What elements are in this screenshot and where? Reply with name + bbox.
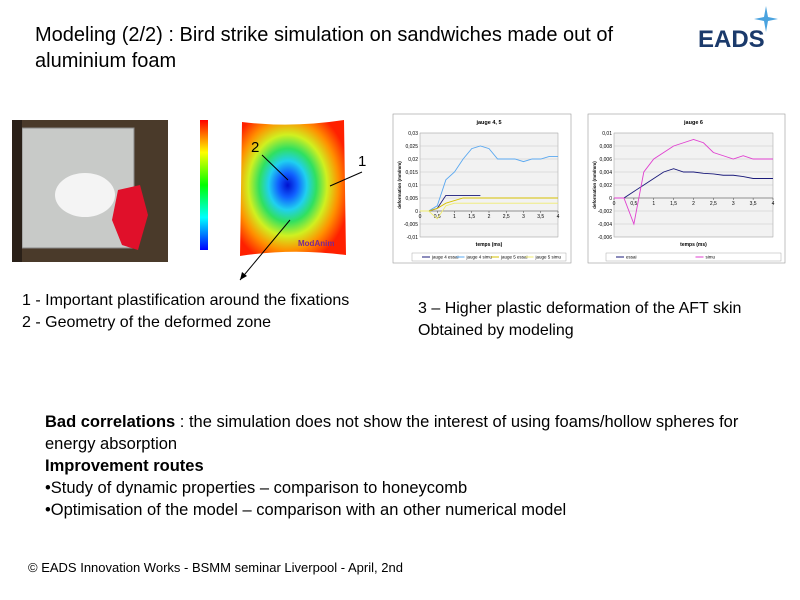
logo-star	[754, 6, 778, 32]
y-tick-label: 0,015	[405, 170, 418, 176]
x-tick-label: 2,5	[710, 201, 717, 207]
bird-debris	[112, 185, 148, 250]
x-tick-label: 1	[652, 201, 655, 207]
x-tick-label: 1,5	[670, 201, 677, 207]
arrowhead	[240, 272, 247, 280]
x-tick-label: 3,5	[750, 201, 757, 207]
watermark: ModAnim	[298, 239, 334, 248]
x-tick-label: 0	[419, 214, 422, 220]
series-line	[614, 139, 773, 226]
x-tick-label: 0	[613, 201, 616, 207]
legend	[411, 252, 567, 262]
note: 2 - Geometry of the deformed zone	[22, 314, 272, 331]
arrow	[239, 219, 291, 281]
x-tick-label: 0,5	[630, 201, 637, 207]
series-line	[420, 197, 558, 212]
chart: jauge 6-0,006-0,004-0,00200,0020,0040,00…	[587, 113, 786, 264]
x-axis-label: temps (ms)	[680, 242, 707, 248]
y-tick-label: 0,03	[408, 131, 418, 137]
y-tick-label: -0,002	[598, 209, 612, 215]
legend-label: jauge 4 essai	[431, 255, 459, 260]
legend-label: simu	[706, 255, 716, 260]
y-axis-label: deformation (mm/mm)	[397, 161, 402, 209]
x-tick-label: 1,5	[468, 214, 475, 220]
y-tick-label: -0,004	[598, 222, 612, 228]
legend-label: jauge 5 essai	[500, 255, 528, 260]
note: 1 - Important plastification around the …	[22, 292, 350, 309]
y-tick-label: 0	[415, 209, 418, 215]
series-line	[420, 202, 558, 220]
x-tick-label: 3,5	[537, 214, 544, 220]
left-notes: 1 - Important plastification around the …	[22, 290, 362, 334]
x-tick-label: 3	[522, 214, 525, 220]
impact	[55, 173, 115, 217]
right-notes: 3 – Higher plastic deformation of the AF…	[418, 298, 798, 342]
chart-title: jauge 6	[683, 120, 703, 126]
y-tick-label: 0,01	[408, 183, 418, 189]
frame	[12, 120, 22, 262]
text: : the simulation does not show the inter…	[45, 413, 739, 453]
x-tick-label: 2	[488, 214, 491, 220]
x-tick-label: 2,5	[503, 214, 510, 220]
chart: jauge 4, 5-0,01-0,00500,0050,010,0150,02…	[392, 113, 572, 264]
y-tick-label: 0,025	[405, 144, 418, 150]
x-axis-label: temps (ms)	[476, 242, 503, 248]
footer: © EADS Innovation Works - BSMM seminar L…	[28, 560, 403, 575]
note: 3 – Higher plastic deformation of the AF…	[418, 300, 742, 317]
x-tick-label: 1	[453, 214, 456, 220]
contour-figure: 2 1 ModAnim	[200, 120, 366, 281]
y-tick-label: 0,02	[408, 157, 418, 163]
x-tick-label: 4	[557, 214, 560, 220]
bold-text: Bad correlations	[45, 413, 176, 431]
note: Obtained by modeling	[418, 322, 574, 339]
y-tick-label: 0,006	[599, 157, 612, 163]
legend	[605, 252, 782, 262]
y-tick-label: -0,006	[598, 235, 612, 241]
y-axis-label: deformation (mm/mm)	[592, 161, 597, 209]
logo-text: EADS	[698, 26, 765, 53]
heading: Improvement routes	[45, 457, 204, 475]
label: 1	[358, 153, 366, 170]
x-tick-label: 2	[692, 201, 695, 207]
photo	[12, 120, 168, 262]
y-tick-label: 0,002	[599, 183, 612, 189]
bullet: •Study of dynamic properties – compariso…	[45, 479, 468, 497]
series-line	[420, 145, 558, 212]
y-tick-label: -0,005	[404, 222, 418, 228]
legend-label: jauge 4 simu	[466, 255, 493, 260]
logo: EADS	[698, 6, 778, 53]
body: Bad correlations : the simulation does n…	[45, 411, 745, 521]
chart-title: jauge 4, 5	[475, 120, 501, 126]
bullet: •Optimisation of the model – comparison …	[45, 501, 567, 519]
y-tick-label: 0	[609, 196, 612, 202]
y-tick-label: 0,004	[599, 170, 612, 176]
arrow	[261, 154, 289, 181]
paragraph: Bad correlations : the simulation does n…	[45, 411, 745, 455]
label: 2	[251, 139, 259, 156]
x-tick-label: 0,5	[434, 214, 441, 220]
legend-label: jauge 5 simu	[535, 255, 562, 260]
x-tick-label: 4	[772, 201, 775, 207]
colorbar	[200, 120, 208, 250]
y-tick-label: 0,008	[599, 144, 612, 150]
x-tick-label: 3	[732, 201, 735, 207]
slide-title: Modeling (2/2) : Bird strike simulation …	[35, 24, 614, 72]
y-tick-label: 0,01	[602, 131, 612, 137]
y-tick-label: 0,005	[405, 196, 418, 202]
contour-plot	[240, 120, 346, 256]
arrow	[329, 171, 363, 187]
y-tick-label: -0,01	[407, 235, 419, 241]
legend-label: essai	[626, 255, 637, 260]
